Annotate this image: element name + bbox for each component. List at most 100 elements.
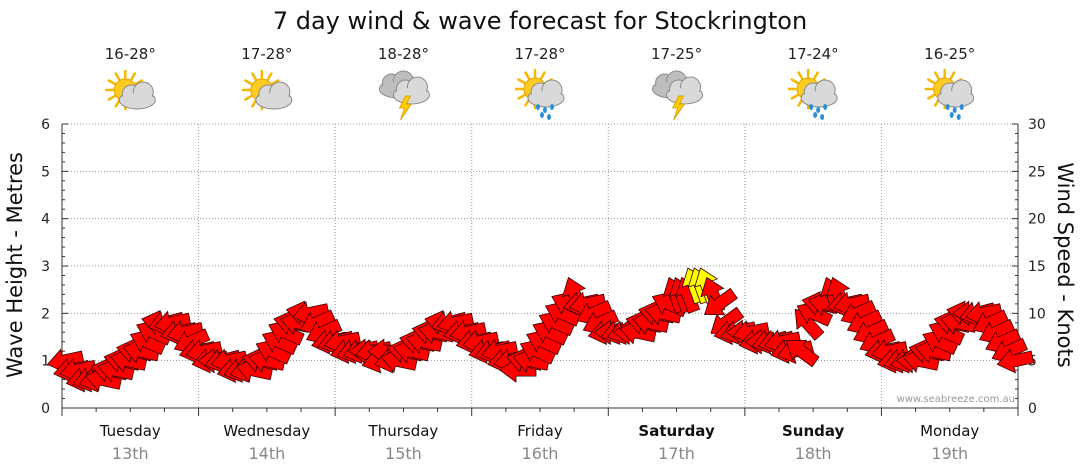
sun-ray: [107, 94, 117, 101]
sun-ray: [244, 94, 253, 101]
sun-ray: [251, 72, 258, 81]
day-date-label: 18th: [795, 444, 832, 463]
wind-arrow-shape: [996, 348, 1035, 374]
rain-drop: [547, 114, 551, 120]
rain-drop: [809, 104, 814, 110]
sun-rain-icon: [514, 68, 565, 120]
y-tick-left-label: 1: [41, 354, 50, 370]
rain-drop: [952, 107, 957, 113]
day-name-label: Friday: [517, 422, 563, 440]
rain-drop: [959, 104, 964, 110]
sun-ray: [266, 72, 273, 81]
wind-arrow: [785, 339, 820, 368]
day-date-label: 14th: [248, 444, 285, 463]
y-tick-left-label: 5: [41, 164, 50, 180]
day-temperature: 17-25°: [651, 45, 702, 63]
sun-ray: [524, 71, 531, 80]
sun-rain-icon: [787, 68, 838, 120]
lightning-bolt: [398, 95, 413, 121]
sun-ray: [927, 78, 936, 85]
sun-ray: [517, 93, 526, 100]
wind-arrow-shape: [785, 339, 820, 368]
cloud-fill: [256, 93, 291, 107]
chart-axes: 0123456051015202530: [41, 117, 1046, 417]
day-name-label: Tuesday: [99, 422, 161, 440]
y-tick-right-label: 0: [1028, 401, 1037, 417]
wind-arrow: [996, 348, 1035, 374]
y-axis-left-label: Wave Height - Metres: [3, 152, 27, 378]
day-date-label: 17th: [658, 444, 695, 463]
day-date-label: 15th: [385, 444, 422, 463]
sun-ray: [130, 72, 137, 81]
rain-drop: [550, 104, 554, 110]
day-date-label: 19th: [931, 444, 968, 463]
sun-ray: [270, 79, 280, 86]
sun-ray: [134, 79, 143, 86]
sun-cloud-icon: [105, 69, 156, 111]
rain-drop: [820, 114, 825, 120]
y-tick-left-label: 6: [41, 117, 50, 133]
wind-arrow: [704, 287, 738, 316]
cloud-fill: [667, 88, 702, 102]
rain-drop: [543, 107, 547, 113]
y-axis-right-label: Wind Speed - Knots: [1053, 162, 1077, 367]
day-temperature: 17-24°: [788, 45, 839, 63]
y-tick-right-label: 15: [1028, 259, 1046, 275]
day-labels: Tuesday 13th Wednesday 14th Thursday 15th Frid…: [99, 422, 980, 463]
storm-cloud-icon: [652, 70, 704, 121]
sun-ray: [539, 71, 546, 80]
y-tick-left-label: 0: [41, 401, 50, 417]
cloud-fill: [394, 88, 429, 102]
credit-text: www.seabreeze.com.au: [897, 394, 1015, 405]
wind-arrow-shape: [704, 287, 738, 316]
sun-ray: [790, 93, 800, 100]
rain-drop: [945, 104, 950, 110]
sun-ray: [790, 78, 800, 85]
sun-ray: [933, 71, 940, 80]
cloud-fill: [938, 91, 973, 105]
lightning-bolt: [672, 95, 686, 121]
day-temperature: 17-28°: [514, 45, 565, 63]
sun-ray: [251, 99, 258, 108]
day-temperature: 17-28°: [241, 45, 292, 63]
y-tick-left-label: 2: [41, 306, 50, 322]
storm-cloud-icon: [378, 70, 430, 121]
day-name-label: Wednesday: [223, 422, 310, 440]
temperature-row: 16-28° 17-28° 18-28° 17-28° 17-25° 17-24° 16-2…: [105, 45, 976, 63]
cloud-fill: [120, 93, 155, 107]
sun-ray: [244, 79, 253, 86]
sun-ray: [114, 72, 121, 81]
sun-ray: [949, 71, 956, 80]
y-tick-right-label: 10: [1028, 306, 1046, 322]
y-tick-right-label: 25: [1028, 164, 1046, 180]
day-name-label: Monday: [920, 422, 979, 440]
rain-drop: [813, 112, 818, 118]
y-tick-left-label: 4: [41, 212, 50, 228]
day-name-label: Sunday: [782, 422, 845, 440]
y-tick-right-label: 20: [1028, 212, 1046, 228]
sun-ray: [797, 71, 804, 80]
chart-title: 7 day wind & wave forecast for Stockring…: [273, 7, 807, 35]
rain-drop: [956, 114, 961, 120]
rain-drop: [816, 107, 821, 113]
sun-ray: [107, 79, 117, 86]
day-temperature: 16-25°: [924, 45, 975, 63]
wind-arrow-series: [46, 267, 1035, 393]
sun-ray: [927, 93, 936, 100]
sun-rain-icon: [924, 68, 975, 120]
sun-ray: [114, 99, 121, 108]
day-date-label: 16th: [522, 444, 559, 463]
day-name-label: Thursday: [368, 422, 439, 440]
rain-drop: [949, 112, 954, 118]
weather-icon-row: [105, 68, 975, 121]
cloud-fill: [529, 91, 563, 105]
sun-ray: [812, 71, 819, 80]
day-name-label: Saturday: [638, 422, 715, 440]
rain-drop: [536, 104, 540, 110]
sun-cloud-icon: [241, 69, 293, 111]
y-tick-right-label: 30: [1028, 117, 1046, 133]
day-date-label: 13th: [112, 444, 149, 463]
cloud-fill: [802, 91, 837, 105]
y-tick-left-label: 3: [41, 259, 50, 275]
